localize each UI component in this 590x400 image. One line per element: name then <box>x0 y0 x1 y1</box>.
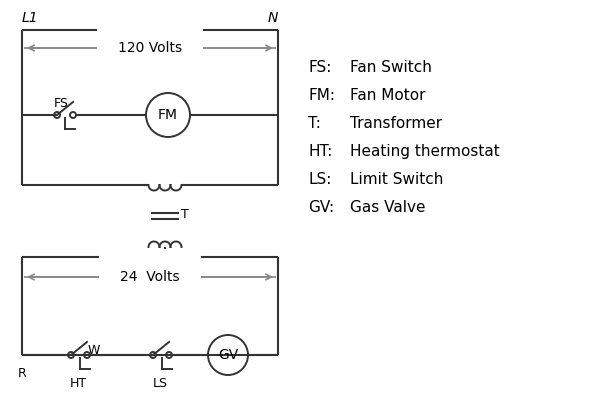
Text: HT: HT <box>70 377 87 390</box>
Text: GV: GV <box>218 348 238 362</box>
Text: Limit Switch: Limit Switch <box>350 172 443 187</box>
Text: 120 Volts: 120 Volts <box>118 41 182 55</box>
Text: FS:: FS: <box>308 60 332 75</box>
Text: FS: FS <box>54 97 68 110</box>
Text: Gas Valve: Gas Valve <box>350 200 425 215</box>
Text: GV:: GV: <box>308 200 334 215</box>
Text: T: T <box>181 208 189 222</box>
Text: FM:: FM: <box>308 88 335 103</box>
Text: LS:: LS: <box>308 172 332 187</box>
Text: L1: L1 <box>22 11 38 25</box>
Text: HT:: HT: <box>308 144 332 159</box>
Text: FM: FM <box>158 108 178 122</box>
Text: 24  Volts: 24 Volts <box>120 270 180 284</box>
Text: Transformer: Transformer <box>350 116 442 131</box>
Text: Heating thermostat: Heating thermostat <box>350 144 500 159</box>
Text: R: R <box>18 367 27 380</box>
Text: Fan Motor: Fan Motor <box>350 88 425 103</box>
Text: N: N <box>268 11 278 25</box>
Text: Fan Switch: Fan Switch <box>350 60 432 75</box>
Text: LS: LS <box>152 377 168 390</box>
Text: W: W <box>88 344 100 356</box>
Text: T:: T: <box>308 116 321 131</box>
